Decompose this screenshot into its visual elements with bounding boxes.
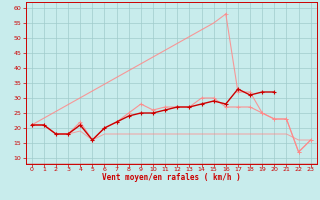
- X-axis label: Vent moyen/en rafales ( km/h ): Vent moyen/en rafales ( km/h ): [102, 173, 241, 182]
